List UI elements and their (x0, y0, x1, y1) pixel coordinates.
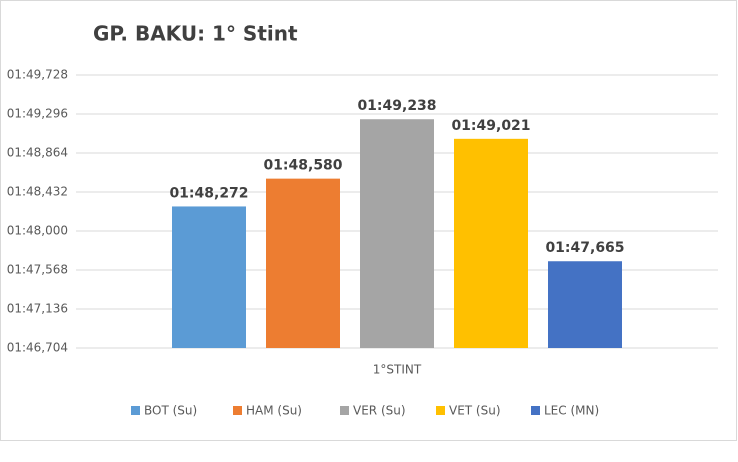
legend-label: HAM (Su) (246, 404, 302, 418)
y-tick-label: 01:48,432 (7, 185, 68, 199)
legend-label: BOT (Su) (144, 404, 197, 418)
value-label: 01:49,021 (451, 118, 530, 134)
bar (266, 178, 340, 348)
legend-swatch (531, 406, 540, 415)
y-tick-label: 01:48,864 (7, 146, 68, 160)
value-label: 01:48,272 (169, 185, 248, 201)
x-tick-label: 1°STINT (373, 363, 422, 377)
legend-swatch (340, 406, 349, 415)
y-tick-label: 01:49,296 (7, 107, 68, 121)
value-label: 01:48,580 (263, 158, 342, 174)
legend-swatch (131, 406, 140, 415)
value-label: 01:47,665 (545, 240, 624, 256)
y-tick-label: 01:47,568 (7, 263, 68, 277)
bar (172, 206, 246, 348)
y-tick-label: 01:49,728 (7, 68, 68, 82)
y-tick-label: 01:46,704 (7, 341, 68, 355)
chart-title: GP. BAKU: 1° Stint (93, 22, 298, 46)
legend-label: VET (Su) (449, 404, 501, 418)
bar (548, 261, 622, 348)
value-label: 01:49,238 (357, 98, 436, 114)
legend-label: LEC (MN) (544, 404, 599, 418)
legend-swatch (233, 406, 242, 415)
legend-swatch (436, 406, 445, 415)
legend-label: VER (Su) (353, 404, 406, 418)
y-tick-label: 01:47,136 (7, 302, 68, 316)
bar (360, 119, 434, 348)
bar (454, 138, 528, 348)
y-tick-label: 01:48,000 (7, 224, 68, 238)
